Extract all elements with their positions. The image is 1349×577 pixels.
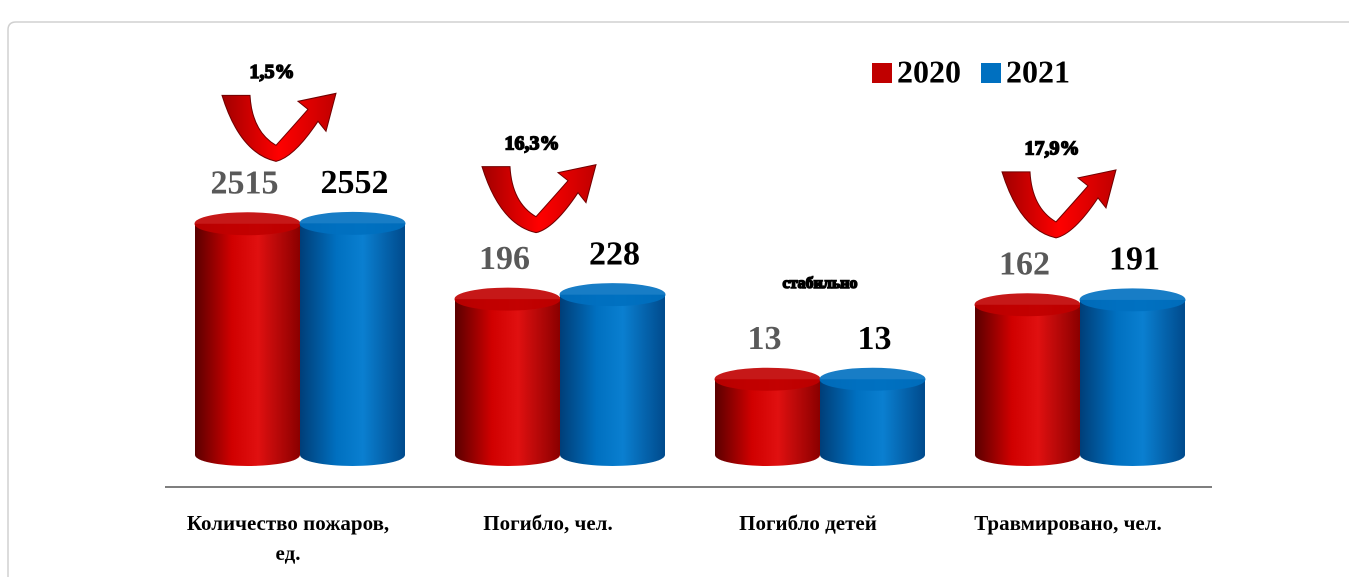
x-tick-label: Количество пожаров, ед. <box>186 511 390 565</box>
annotation: 16,3% <box>505 132 560 154</box>
trend-arrow-shape <box>221 92 337 162</box>
trend-arrow <box>481 164 597 234</box>
bar <box>820 379 925 455</box>
bar <box>300 223 405 455</box>
bar <box>195 223 300 455</box>
x-tick-label: Погибло детей <box>739 511 877 535</box>
bar <box>455 299 560 455</box>
value-label: 191 <box>1109 241 1160 278</box>
cylinder-top <box>454 287 561 311</box>
legend-swatch <box>981 63 1001 83</box>
value-label: 196 <box>479 240 530 277</box>
bar <box>975 304 1080 455</box>
frame <box>7 21 1349 577</box>
value-label: 2515 <box>211 165 279 202</box>
x-tick-label: Погибло, чел. <box>483 511 613 535</box>
trend-arrow-shape <box>481 164 597 234</box>
annotation: 1,5% <box>250 61 295 83</box>
value-label: 13 <box>858 320 892 357</box>
legend-label: 2020 <box>897 53 961 89</box>
legend-swatch <box>872 63 892 83</box>
cylinder-top <box>819 367 926 391</box>
annotation: стабильно <box>782 275 857 292</box>
bar <box>715 379 820 455</box>
annotation: 17,9% <box>1025 137 1080 159</box>
cylinder-top <box>974 293 1081 317</box>
trend-arrow <box>1001 169 1117 239</box>
trend-arrow <box>221 92 337 162</box>
cylinder-top <box>1079 288 1186 312</box>
value-label: 228 <box>589 235 640 272</box>
value-label: 162 <box>999 246 1050 283</box>
legend-label: 2021 <box>1006 53 1070 89</box>
x-tick-label: Травмировано, чел. <box>974 511 1162 535</box>
bar <box>560 294 665 455</box>
trend-arrow-shape <box>1001 169 1117 239</box>
cylinder-top <box>299 211 406 235</box>
cylinder-top <box>559 283 666 307</box>
bar <box>1080 299 1185 455</box>
cylinder-top <box>714 367 821 391</box>
value-label: 2552 <box>321 164 389 201</box>
cylinder-top <box>194 212 301 236</box>
value-label: 13 <box>748 320 782 357</box>
